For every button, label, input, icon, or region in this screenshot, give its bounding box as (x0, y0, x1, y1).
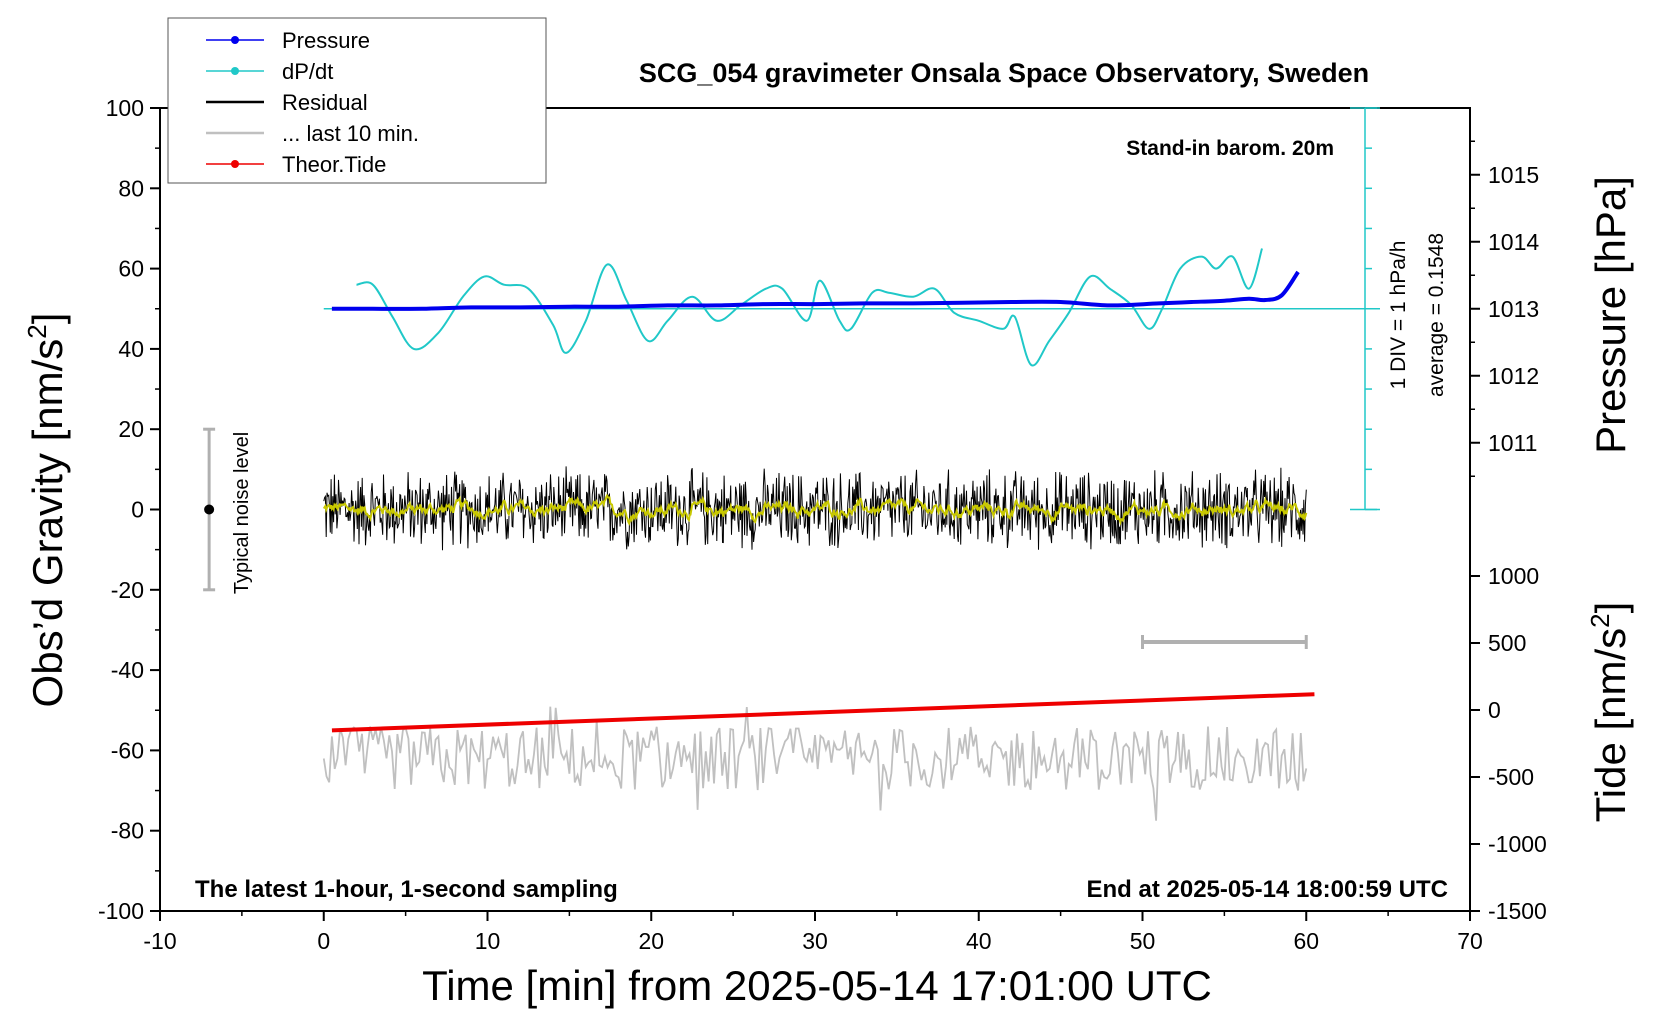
x-axis-title: Time [min] from 2025-05-14 17:01:00 UTC (422, 962, 1212, 1009)
axis-ticks: -10 0 10 20 30 40 50 60 70100806040200-20-40-60-… (98, 95, 1547, 954)
y-tick-label: 0 (131, 497, 144, 523)
y-tick-label: 100 (106, 95, 144, 121)
pressure-tick-label: 1013 (1488, 296, 1539, 322)
barometer-annotation: Stand-in barom. 20m (1126, 137, 1334, 160)
tide-tick-label: -500 (1488, 764, 1534, 790)
residual-smooth-line (322, 493, 1308, 526)
legend-label: Pressure (282, 28, 370, 53)
residual-series-line (323, 466, 1307, 551)
y-axis-title-end: ] (24, 313, 71, 325)
legend-box (167, 17, 547, 184)
tide-series-line (331, 692, 1315, 733)
y-tick-label: 80 (118, 175, 144, 201)
series-layer (203, 107, 1380, 821)
y-axis-title-main: Obs’d Gravity [nm/s (24, 339, 71, 708)
tide-axis-title: Tide [nm/s2] (1585, 602, 1634, 823)
y-tick-label: -20 (111, 577, 144, 603)
tide-tick-label: 1000 (1488, 563, 1539, 589)
legend: Pressure dP/dt Residual ... last 10 min. The… (167, 17, 547, 184)
legend-label: dP/dt (282, 59, 333, 84)
x-tick-label: 50 (1130, 928, 1156, 954)
y-tick-label: -60 (111, 737, 144, 763)
x-tick-label: 60 (1293, 928, 1319, 954)
sampling-annotation: The latest 1-hour, 1-second sampling (195, 876, 618, 903)
noise-level-label: Typical noise level (231, 432, 253, 594)
tide-tick-label: -1500 (1488, 898, 1547, 924)
legend-marker (231, 160, 239, 168)
legend-marker (231, 67, 239, 75)
y-tick-label: 60 (118, 256, 144, 282)
pressure-series-line (331, 270, 1300, 311)
chart-title: SCG_054 gravimeter Onsala Space Observat… (639, 58, 1369, 88)
tide-axis-title-main: Tide [nm/s (1587, 628, 1634, 823)
tide-tick-label: 0 (1488, 697, 1501, 723)
x-tick-label: 30 (802, 928, 828, 954)
legend-label: Theor.Tide (282, 152, 386, 177)
legend-marker (231, 36, 239, 44)
tide-tick-label: -1000 (1488, 831, 1547, 857)
x-tick-label: 20 (638, 928, 664, 954)
legend-entries: Pressure dP/dt Residual ... last 10 min. The… (206, 28, 419, 177)
y-axis-title: Obs’d Gravity [nm/s2] (22, 313, 71, 708)
pressure-tick-label: 1011 (1488, 430, 1537, 456)
x-tick-label: -10 (143, 928, 176, 954)
y-axis-title-sup: 2 (22, 324, 52, 338)
pressure-tick-label: 1014 (1488, 229, 1539, 255)
y-tick-label: 40 (118, 336, 144, 362)
pressure-axis-title: Pressure [hPa] (1587, 176, 1634, 454)
x-tick-label: 10 (475, 928, 501, 954)
dpdt-series-line (356, 248, 1263, 367)
tide-axis-title-end: ] (1587, 602, 1634, 614)
tide-axis-title-sup: 2 (1585, 613, 1615, 627)
last-10-min-line (322, 706, 1308, 821)
end-time-annotation: End at 2025-05-14 18:00:59 UTC (1087, 876, 1449, 903)
y-tick-label: -40 (111, 657, 144, 683)
average-annotation: average = 0.1548 (1425, 233, 1448, 397)
x-tick-label: 40 (966, 928, 992, 954)
noise-bar-dot (204, 504, 215, 515)
pressure-tick-label: 1015 (1488, 162, 1539, 188)
y-tick-label: -100 (98, 898, 144, 924)
y-tick-label: 20 (118, 416, 144, 442)
x-tick-label: 70 (1457, 928, 1483, 954)
y-tick-label: -80 (111, 818, 144, 844)
legend-label: Residual (282, 90, 368, 115)
tide-tick-label: 500 (1488, 630, 1526, 656)
pressure-tick-label: 1012 (1488, 363, 1539, 389)
legend-label: ... last 10 min. (282, 121, 419, 146)
x-tick-label: 0 (317, 928, 330, 954)
scale-div-annotation: 1 DIV = 1 hPa/h (1387, 241, 1410, 390)
